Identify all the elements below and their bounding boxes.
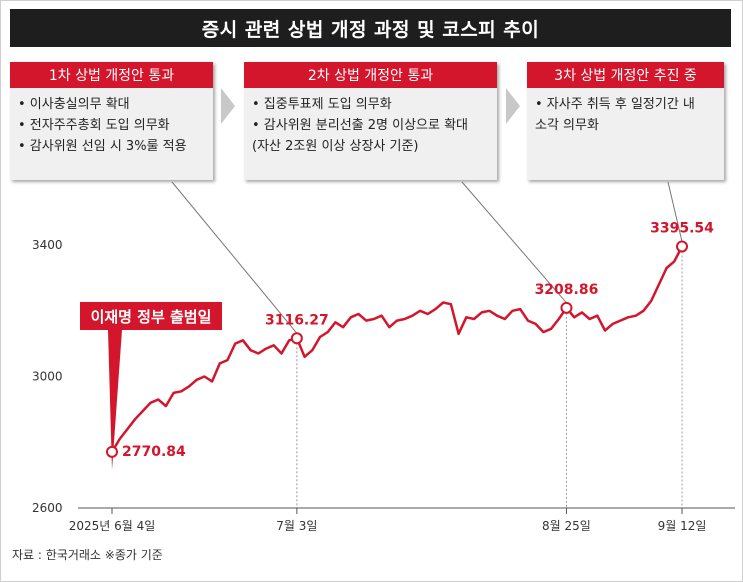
x-tick-label: 9월 12일 [658, 519, 707, 533]
stage-box-3-item: • 자사주 취득 후 일정기간 내 [535, 97, 695, 112]
x-tick-label: 8월 25일 [542, 519, 591, 533]
data-point-label: 2770.84 [122, 444, 186, 460]
pointer-line [667, 181, 683, 242]
stage-arrow-icon [221, 88, 235, 124]
stage-box-3-header: 3차 상법 개정안 추진 중 [527, 62, 724, 88]
stage-box-2-item: (자산 2조원 이상 상장사 기준) [252, 139, 419, 154]
stage-box-2: 2차 상법 개정안 통과 • 집중투표제 도입 의무화 • 감사위원 분리선출 … [244, 62, 497, 180]
data-point-label: 3395.54 [650, 220, 714, 236]
callout-pointer [108, 330, 122, 470]
pointer-line [171, 181, 298, 334]
data-point-marker [290, 332, 303, 345]
pointer-line [461, 181, 567, 304]
stage-box-2-item: • 감사위원 분리선출 2명 이상으로 확대 [252, 118, 469, 133]
data-point-label: 3116.27 [265, 312, 329, 328]
chart-title: 증시 관련 상법 개정 과정 및 코스피 추이 [10, 9, 731, 47]
data-point-marker [106, 445, 118, 458]
y-tick-label: 3000 [32, 370, 63, 384]
stage-box-1-item: • 감사위원 선임 시 3%룰 적용 [18, 139, 187, 154]
stage-box-2-header: 2차 상법 개정안 통과 [244, 62, 497, 88]
stage-box-3: 3차 상법 개정안 추진 중 • 자사주 취득 후 일정기간 내 소각 의무화 [527, 62, 724, 180]
stage-box-1-item: • 이사충실의무 확대 [18, 97, 130, 112]
plot-area: 2770.84 3116.27 3208.86 3395.54 [106, 220, 714, 460]
data-point-label: 3208.86 [535, 282, 599, 298]
data-point-marker [676, 240, 688, 253]
y-axis: 2600 3000 3400 [32, 238, 735, 515]
data-point-marker [560, 301, 573, 314]
x-tick-label: 2025년 6월 4일 [69, 519, 156, 533]
kospi-series-line [110, 245, 684, 453]
source-note: 자료 : 한국거래소 ※종가 기준 [12, 548, 163, 562]
x-axis: 2025년 6월 4일 7월 3일 8월 25일 9월 12일 [69, 508, 707, 533]
stage-box-1: 1차 상법 개정안 통과 • 이사충실의무 확대 • 전자주주총회 도입 의무화… [10, 62, 213, 180]
stage-box-2-item: • 집중투표제 도입 의무화 [252, 97, 392, 112]
x-tick-label: 7월 3일 [276, 519, 317, 533]
stage-arrow-icon [506, 88, 520, 124]
stage-box-1-header: 1차 상법 개정안 통과 [10, 62, 213, 88]
stage-box-3-item: 소각 의무화 [535, 118, 599, 133]
pointer-lines [108, 181, 683, 508]
y-tick-label: 3400 [32, 238, 63, 252]
launch-day-callout: 이재명 정부 출범일 [80, 302, 222, 330]
y-tick-label: 2600 [32, 501, 63, 515]
stage-box-1-item: • 전자주주총회 도입 의무화 [18, 118, 170, 133]
